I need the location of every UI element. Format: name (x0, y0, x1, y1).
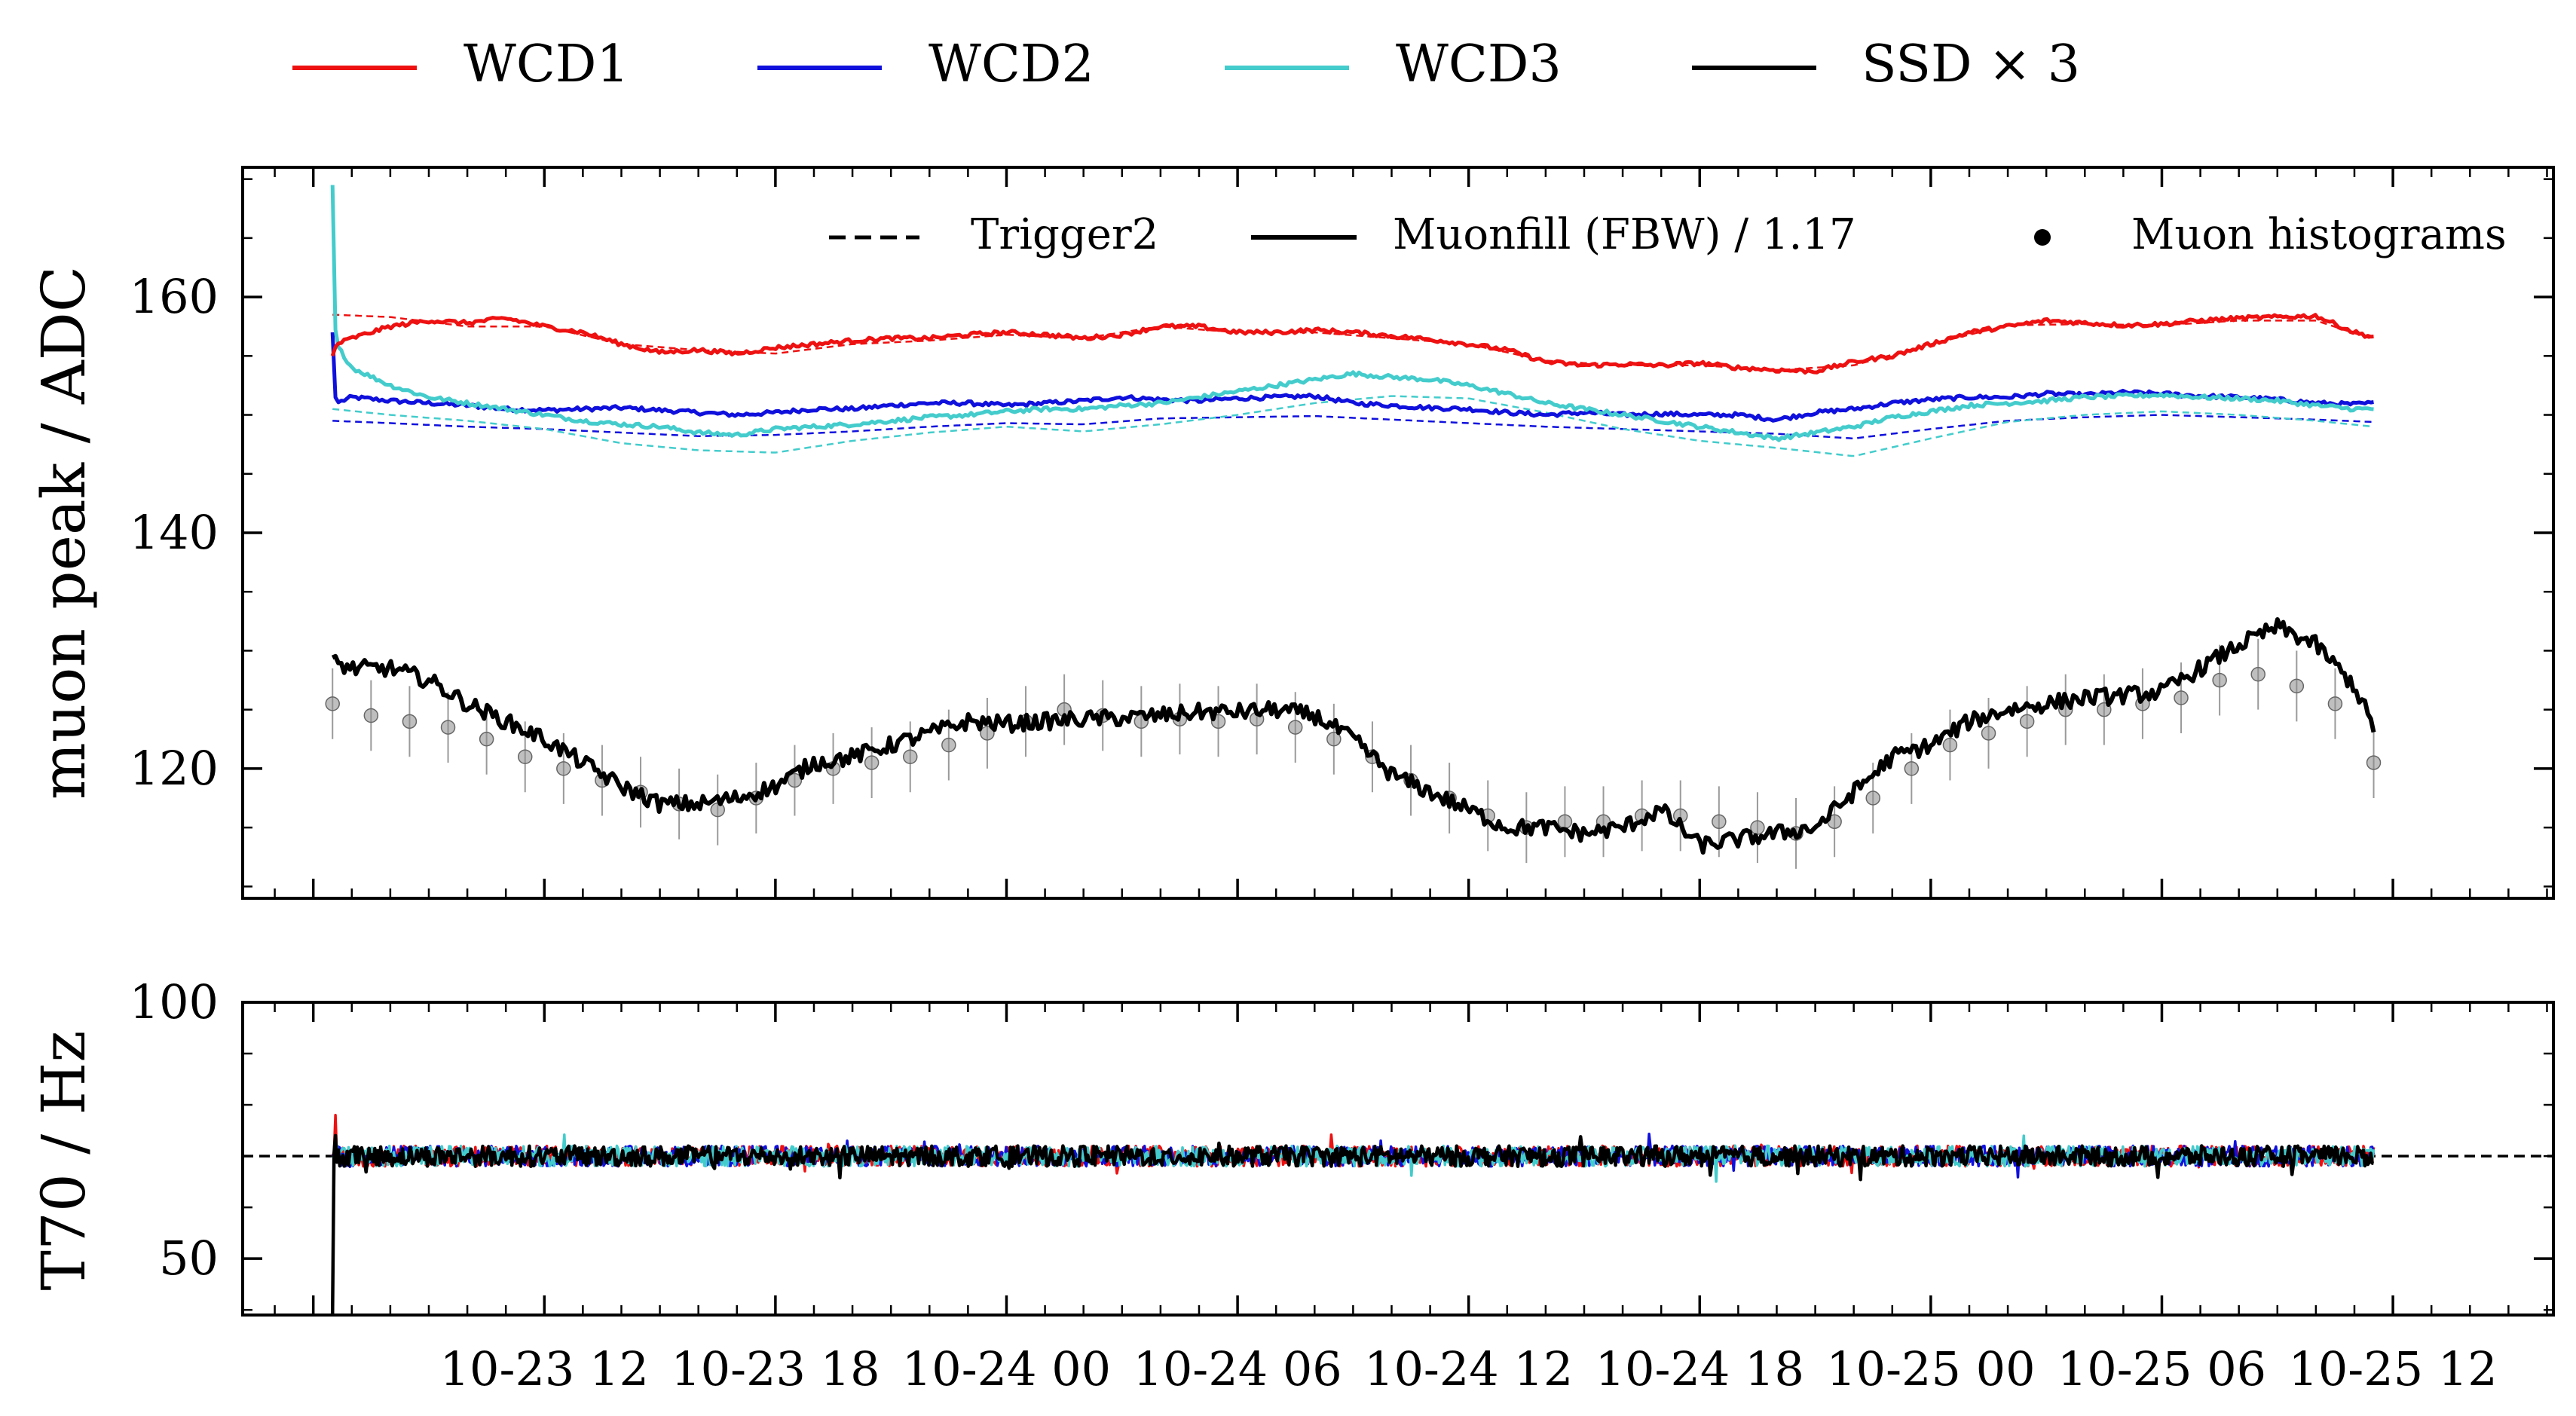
muon-hist-point (517, 749, 533, 765)
x-tick-label: 10-24 12 (1364, 1341, 1573, 1396)
muon-hist-point (2174, 690, 2189, 705)
x-tick-label: 10-23 12 (440, 1341, 649, 1396)
muon-hist-point (325, 696, 340, 711)
muon-hist-point (1712, 814, 1727, 830)
series-line-wcd3 (330, 185, 2374, 442)
series-line-wcd2 (330, 332, 2374, 423)
series-line-wcd1 (330, 313, 2374, 375)
top-plot-area (325, 185, 2382, 869)
muon-hist-point (440, 720, 456, 735)
muon-hist-point (2327, 696, 2343, 711)
muon-hist-point (1326, 732, 1342, 747)
x-tick-label: 10-23 18 (671, 1341, 880, 1396)
legend-trigger2-label: Trigger2 (971, 210, 1158, 259)
legend-inner: Trigger2 Muonfill (FBW) / 1.17 Muon hist… (829, 210, 2507, 259)
x-tick-label: 10-24 06 (1133, 1341, 1342, 1396)
top-y-tick-label: 120 (130, 741, 219, 796)
bottom-y-tick-label: 50 (159, 1231, 219, 1286)
muon-hist-point (2250, 666, 2265, 682)
muon-hist-point (479, 732, 494, 747)
top-panel-frame (241, 166, 2555, 900)
muon-hist-point (363, 708, 379, 723)
legend-wcd3-label: WCD3 (1396, 35, 1562, 94)
bottom-y-tick-label: 100 (130, 974, 219, 1029)
legend-ssd-label: SSD × 3 (1862, 35, 2080, 94)
x-tick-label: 10-24 00 (902, 1341, 1111, 1396)
muon-hist-point (1287, 720, 1303, 735)
muon-hist-point (864, 755, 880, 770)
legend-wcd2-label: WCD2 (929, 35, 1094, 94)
series-line-wcd2-trigger2 (332, 414, 2374, 439)
series-line-wcd3-trigger2 (332, 395, 2374, 457)
muon-hist-point (787, 772, 803, 788)
muon-hist-point (1865, 791, 1880, 806)
bottom-plot-area (244, 1113, 2552, 1314)
muon-hist-point (2366, 755, 2382, 770)
series-line-wcd1-trigger2 (332, 313, 2374, 372)
muon-hist-point (1557, 814, 1573, 830)
muon-hist-point (2289, 678, 2305, 694)
top-y-tick-label: 140 (130, 505, 219, 560)
legend-muonhist-marker (2034, 229, 2051, 246)
muon-hist-point (980, 726, 995, 741)
legend-wcd1-label: WCD1 (463, 35, 629, 94)
legend-muonfill-label: Muonfill (FBW) / 1.17 (1393, 210, 1856, 259)
top-y-tick-label: 160 (130, 269, 219, 324)
muon-hist-point (941, 737, 956, 753)
muon-hist-point (1981, 726, 1996, 741)
muon-hist-point (2212, 672, 2227, 688)
x-tick-label: 10-25 00 (1826, 1341, 2035, 1396)
bottom-y-axis-label: T70 / Hz (29, 1031, 99, 1291)
muon-hist-point (2019, 714, 2035, 729)
legend-muonhist-label: Muon histograms (2131, 210, 2507, 259)
axis-ticks: 10-23 12 10-23 18 10-24 00 10-24 06 10-24 12… (130, 167, 2553, 1396)
series-line-ssd-3 (331, 617, 2376, 855)
top-y-axis-label: muon peak / ADC (29, 266, 99, 800)
muon-hist-point (902, 749, 918, 765)
x-tick-label: 10-25 12 (2288, 1341, 2497, 1396)
x-tick-label: 10-25 06 (2057, 1341, 2266, 1396)
rate-line-ssd-3 (330, 1133, 2374, 1314)
muon-hist-point (1904, 761, 1920, 776)
muon-hist-point (1942, 737, 1958, 753)
muon-hist-point (556, 761, 571, 776)
muon-hist-point (402, 714, 418, 729)
x-tick-label: 10-24 18 (1595, 1341, 1804, 1396)
muon-hist-point (710, 802, 725, 818)
muon-hist-point (1750, 820, 1765, 835)
legend-top: WCD1 WCD2 WCD3 SSD × 3 (292, 35, 2080, 94)
bottom-panel-frame (241, 1001, 2555, 1317)
